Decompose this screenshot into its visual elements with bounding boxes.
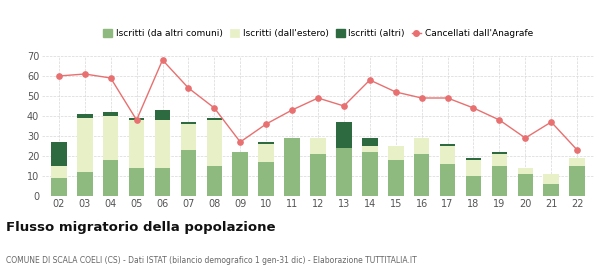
Bar	[103, 116, 118, 160]
Bar	[77, 114, 92, 118]
Bar	[51, 178, 67, 196]
Bar	[388, 160, 404, 196]
Bar	[259, 162, 274, 196]
Bar	[491, 166, 507, 196]
Text: Flusso migratorio della popolazione: Flusso migratorio della popolazione	[6, 221, 275, 234]
Bar	[336, 122, 352, 148]
Bar	[518, 174, 533, 196]
Bar	[51, 142, 67, 166]
Bar	[206, 120, 222, 166]
Bar	[414, 138, 430, 154]
Bar	[414, 154, 430, 196]
Bar	[491, 154, 507, 166]
Bar	[77, 118, 92, 172]
Bar	[440, 144, 455, 146]
Bar	[440, 164, 455, 196]
Bar	[51, 166, 67, 178]
Bar	[466, 176, 481, 196]
Bar	[336, 148, 352, 196]
Bar	[206, 118, 222, 120]
Bar	[155, 120, 170, 168]
Text: COMUNE DI SCALA COELI (CS) - Dati ISTAT (bilancio demografico 1 gen-31 dic) - El: COMUNE DI SCALA COELI (CS) - Dati ISTAT …	[6, 256, 417, 265]
Legend: Iscritti (da altri comuni), Iscritti (dall'estero), Iscritti (altri), Cancellati: Iscritti (da altri comuni), Iscritti (da…	[100, 25, 536, 42]
Bar	[155, 168, 170, 196]
Bar	[362, 146, 377, 152]
Bar	[569, 166, 585, 196]
Bar	[232, 152, 248, 196]
Bar	[77, 172, 92, 196]
Bar	[181, 124, 196, 150]
Bar	[518, 168, 533, 174]
Bar	[181, 150, 196, 196]
Bar	[466, 160, 481, 176]
Bar	[181, 122, 196, 124]
Bar	[206, 166, 222, 196]
Bar	[310, 138, 326, 154]
Bar	[259, 144, 274, 162]
Bar	[259, 142, 274, 144]
Bar	[544, 184, 559, 196]
Bar	[129, 168, 145, 196]
Bar	[310, 154, 326, 196]
Bar	[466, 158, 481, 160]
Bar	[362, 138, 377, 146]
Bar	[544, 174, 559, 184]
Bar	[129, 120, 145, 168]
Bar	[155, 110, 170, 120]
Bar	[362, 152, 377, 196]
Bar	[284, 138, 300, 196]
Bar	[491, 152, 507, 154]
Bar	[440, 146, 455, 164]
Bar	[103, 160, 118, 196]
Bar	[129, 118, 145, 120]
Bar	[388, 146, 404, 160]
Bar	[103, 112, 118, 116]
Bar	[569, 158, 585, 166]
